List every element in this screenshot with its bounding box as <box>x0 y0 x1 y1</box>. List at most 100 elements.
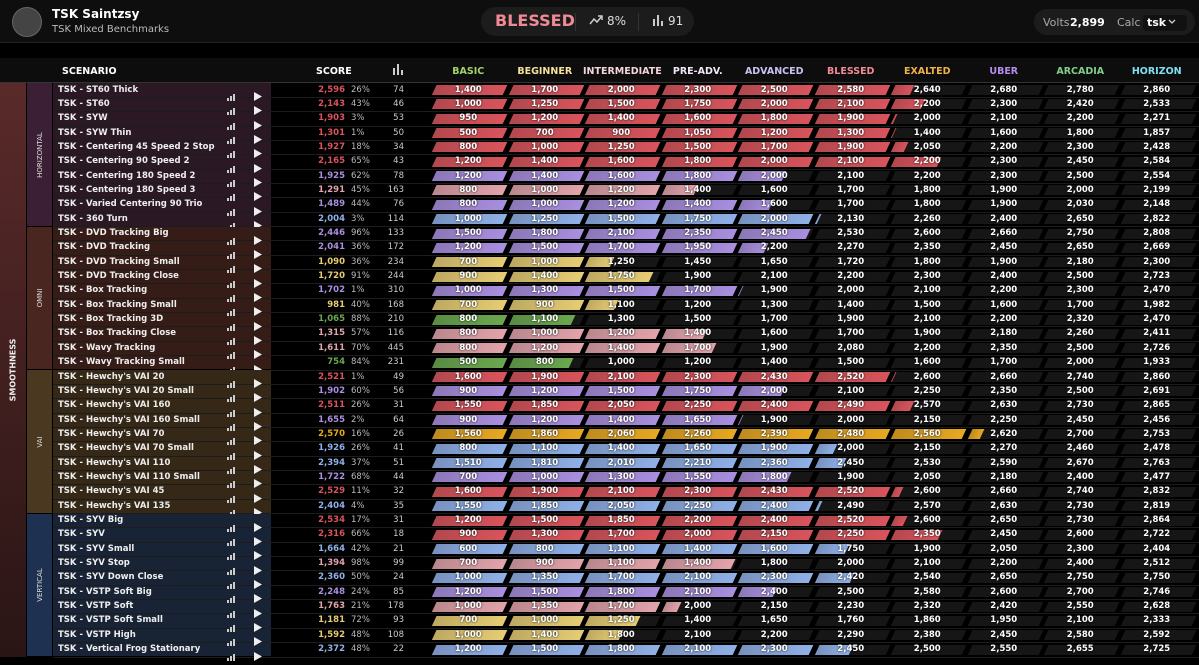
scenario-name[interactable]: TSK - Centering 90 Speed 2 <box>58 156 190 167</box>
play-button[interactable] <box>254 631 262 647</box>
scenario-name[interactable]: TSK - VSTP Soft <box>58 601 134 612</box>
scenario-name[interactable]: TSK - Hewchy's VAI 160 Small <box>58 414 200 425</box>
scenario-name[interactable]: TSK - VSTP High <box>58 629 136 640</box>
column-header: PRE-ADV. <box>672 66 723 77</box>
play-button[interactable] <box>254 560 262 575</box>
score: 1,664 <box>318 543 345 554</box>
play-button[interactable] <box>254 287 262 302</box>
signal-icon <box>227 459 237 475</box>
threshold: 1,400 <box>684 615 712 626</box>
scenario-name[interactable]: TSK - Hewchy's VAI 135 <box>58 500 171 511</box>
play-button[interactable] <box>254 502 262 518</box>
play-button[interactable] <box>254 186 262 202</box>
scenario-name[interactable]: TSK - Box Tracking Close <box>58 328 177 339</box>
threshold: 2,000 <box>837 443 865 454</box>
scenario-name[interactable]: TSK - Hewchy's VAI 45 <box>58 486 165 497</box>
play-button[interactable] <box>254 387 262 403</box>
play-button[interactable] <box>254 373 262 388</box>
scenario-name[interactable]: TSK - Centering 45 Speed 2 Stop <box>58 141 215 152</box>
play-button[interactable] <box>254 86 262 101</box>
scenario-name[interactable]: TSK - Vertical Frog Stationary <box>58 644 201 655</box>
signal-icon <box>227 344 237 360</box>
scenario-name[interactable]: TSK - Hewchy's VAI 70 <box>58 428 165 439</box>
scenario-name[interactable]: TSK - SYV Big <box>58 515 124 525</box>
threshold: 1,600 <box>913 357 941 368</box>
threshold: 2,680 <box>990 84 1018 95</box>
play-button[interactable] <box>254 646 262 661</box>
play-button[interactable] <box>254 316 262 331</box>
play-button[interactable] <box>254 416 262 432</box>
scenario-name[interactable]: TSK - Wavy Tracking Small <box>58 357 185 368</box>
play-button[interactable] <box>254 459 262 475</box>
scenario-name[interactable]: TSK - SYV Down Close <box>58 572 164 583</box>
scenario-name[interactable]: TSK - Box Tracking <box>58 285 148 296</box>
scenario-name[interactable]: TSK - SYW <box>58 113 108 124</box>
scenario-name[interactable]: TSK - SYV Stop <box>58 558 130 569</box>
threshold: 2,200 <box>913 156 941 167</box>
play-button[interactable] <box>254 617 262 632</box>
scenario-name[interactable]: TSK - DVD Tracking Small <box>58 256 180 267</box>
calc-select[interactable] <box>1143 15 1187 31</box>
play-button[interactable] <box>254 359 262 374</box>
play-button[interactable] <box>254 445 262 460</box>
play-button[interactable] <box>254 330 262 345</box>
scenario-name[interactable]: TSK - DVD Tracking Big <box>58 228 169 238</box>
play-button[interactable] <box>254 215 262 231</box>
threshold: 1,900 <box>531 371 559 382</box>
play-button[interactable] <box>254 588 262 604</box>
scenario-name[interactable]: TSK - Centering 180 Speed 2 <box>58 170 196 181</box>
scenario-name[interactable]: TSK - Hewchy's VAI 20 Small <box>58 385 194 396</box>
play-button[interactable] <box>254 488 262 503</box>
scenario-name[interactable]: TSK - 360 Turn <box>58 213 128 224</box>
scenario-name[interactable]: TSK - Wavy Tracking <box>58 342 156 353</box>
play-button[interactable] <box>254 230 262 245</box>
play-button[interactable] <box>254 574 262 589</box>
play-button[interactable] <box>254 158 262 173</box>
threshold: 2,100 <box>684 644 712 655</box>
play-button[interactable] <box>254 545 262 561</box>
scenario-name[interactable]: TSK - Varied Centering 90 Trio <box>58 199 203 210</box>
scenario-name[interactable]: TSK - Hewchy's VAI 160 <box>58 400 171 411</box>
play-button[interactable] <box>254 143 262 159</box>
threshold: 1,200 <box>531 385 559 396</box>
play-button[interactable] <box>254 115 262 130</box>
play-button[interactable] <box>254 603 262 618</box>
play-button[interactable] <box>254 100 262 116</box>
play-button[interactable] <box>254 273 262 288</box>
scenario-name[interactable]: TSK - VSTP Soft Big <box>58 586 152 597</box>
play-button[interactable] <box>254 258 262 274</box>
scenario-name[interactable]: TSK - VSTP Soft Small <box>58 615 163 626</box>
scenario-name[interactable]: TSK - SYV Small <box>58 543 135 554</box>
scenario-name[interactable]: TSK - Box Tracking Small <box>58 299 177 310</box>
threshold: 2,150 <box>760 601 788 612</box>
scenario-name[interactable]: TSK - DVD Tracking Close <box>58 271 179 282</box>
play-button[interactable] <box>254 517 262 532</box>
scenario-name[interactable]: TSK - Centering 180 Speed 3 <box>58 184 196 195</box>
scenario-name[interactable]: TSK - Hewchy's VAI 20 <box>58 371 165 382</box>
scenario-name[interactable]: TSK - DVD Tracking <box>58 242 151 253</box>
play-button[interactable] <box>254 473 262 489</box>
play-button[interactable] <box>254 172 262 188</box>
play-button[interactable] <box>254 244 262 259</box>
play-button[interactable] <box>254 430 262 446</box>
play-button[interactable] <box>254 344 262 360</box>
play-button[interactable] <box>254 201 262 216</box>
play-button[interactable] <box>254 402 262 417</box>
play-button[interactable] <box>254 129 262 145</box>
avatar[interactable] <box>12 7 42 37</box>
scenario-name[interactable]: TSK - SYW Thin <box>58 127 132 138</box>
play-button[interactable] <box>254 531 262 546</box>
scenario-name[interactable]: TSK - Hewchy's VAI 70 Small <box>58 443 194 454</box>
score: 1,090 <box>318 256 345 267</box>
play-button[interactable] <box>254 301 262 317</box>
threshold: 1,400 <box>454 84 482 95</box>
threshold: 1,300 <box>607 471 635 482</box>
scenario-name[interactable]: TSK - Hewchy's VAI 110 <box>58 457 171 468</box>
scenario-name[interactable]: TSK - SYV <box>58 529 105 540</box>
scenario-name[interactable]: TSK - Hewchy's VAI 110 Small <box>58 471 200 482</box>
scenario-name[interactable]: TSK - ST60 <box>58 98 110 109</box>
threshold: 2,500 <box>1066 385 1094 396</box>
scenario-name[interactable]: TSK - ST60 Thick <box>58 84 139 95</box>
threshold: 2,271 <box>1143 113 1171 124</box>
scenario-name[interactable]: TSK - Box Tracking 3D <box>58 314 164 325</box>
